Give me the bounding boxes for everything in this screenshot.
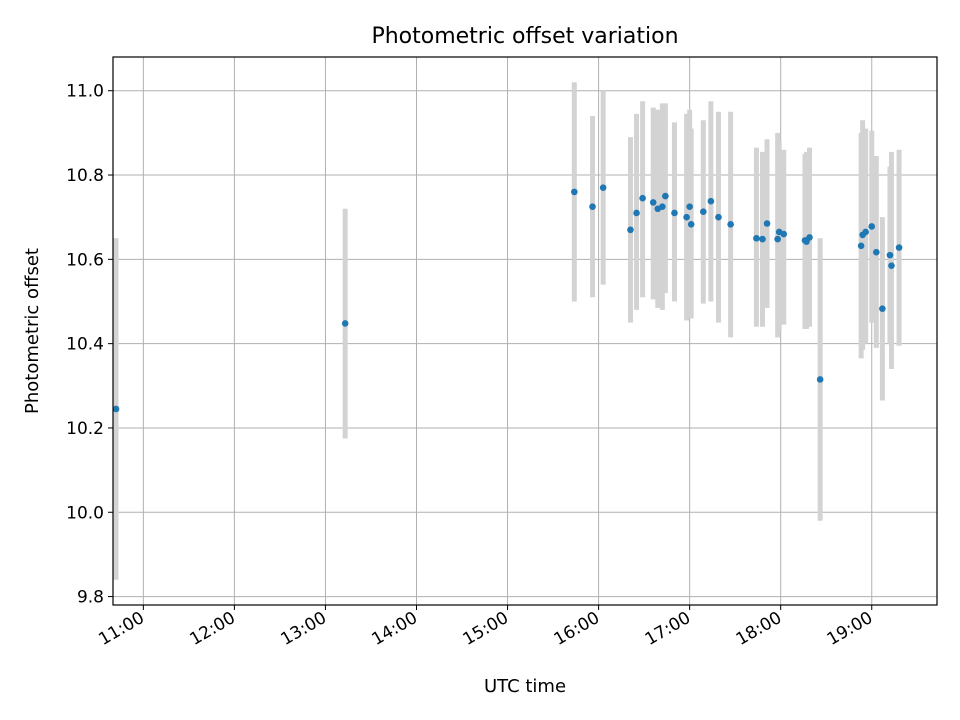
y-tick-label: 10.0 bbox=[66, 503, 104, 523]
chart-title: Photometric offset variation bbox=[371, 24, 678, 49]
data-point bbox=[868, 223, 876, 230]
data-point bbox=[763, 220, 771, 227]
data-point bbox=[816, 376, 824, 383]
data-point bbox=[862, 228, 869, 236]
data-point bbox=[700, 208, 707, 216]
data-point bbox=[341, 320, 349, 327]
plot-frame bbox=[112, 56, 938, 606]
x-axis-label: UTC time bbox=[484, 676, 566, 697]
data-point bbox=[774, 235, 781, 243]
y-tick-label: 11.0 bbox=[66, 82, 104, 102]
data-point bbox=[633, 209, 640, 217]
data-point bbox=[671, 209, 678, 217]
y-axis: 9.8 10.0 10.2 10.4 10.6 10.8 11.0 bbox=[66, 82, 113, 608]
data-point bbox=[571, 188, 578, 196]
y-tick-label: 10.8 bbox=[66, 166, 104, 186]
data-point bbox=[753, 234, 760, 242]
data-point bbox=[879, 305, 886, 312]
data-point bbox=[780, 230, 788, 238]
data-point bbox=[112, 405, 120, 413]
y-tick-label: 9.8 bbox=[77, 588, 104, 608]
data-point bbox=[639, 194, 646, 202]
data-point bbox=[687, 221, 695, 228]
data-point bbox=[873, 248, 880, 256]
data-point bbox=[888, 262, 895, 269]
data-point bbox=[857, 242, 865, 250]
y-tick-label: 10.6 bbox=[66, 250, 104, 270]
data-point bbox=[662, 192, 669, 200]
y-axis-label: Photometric offset bbox=[22, 248, 43, 414]
data-point bbox=[627, 226, 634, 234]
data-point bbox=[599, 184, 607, 191]
data-point bbox=[886, 251, 894, 259]
data-point bbox=[707, 197, 715, 205]
data-point bbox=[683, 213, 690, 221]
data-point bbox=[686, 203, 693, 210]
data-points bbox=[112, 184, 903, 413]
grid bbox=[113, 57, 937, 605]
data-point bbox=[649, 199, 657, 206]
data-point bbox=[715, 213, 722, 221]
data-point bbox=[806, 234, 813, 241]
y-tick-label: 10.2 bbox=[66, 419, 104, 439]
y-tick-label: 10.4 bbox=[66, 335, 104, 355]
data-point bbox=[895, 244, 903, 251]
data-point bbox=[727, 221, 734, 228]
data-point bbox=[759, 235, 766, 243]
data-point bbox=[659, 203, 666, 210]
data-point bbox=[589, 203, 596, 210]
